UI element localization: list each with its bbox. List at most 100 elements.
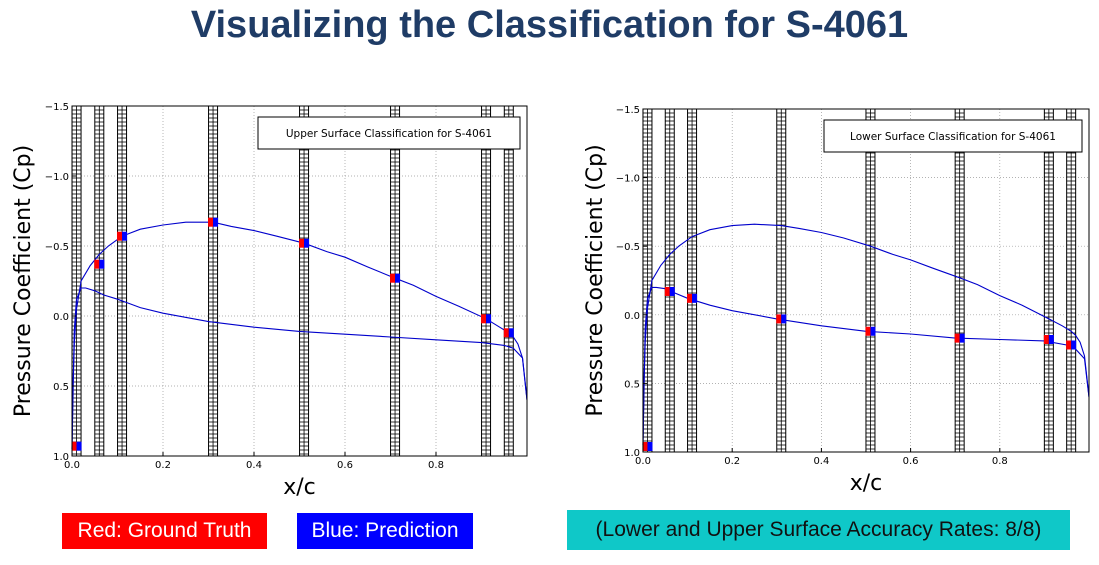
prediction-marker [1071, 340, 1077, 350]
data-point [117, 231, 128, 241]
ground-truth-marker [642, 442, 648, 452]
data-point [1043, 334, 1054, 344]
upper-surface-plot: 0.0 0.2 0.4 0.6 0.8 −1.5 −1.0 −0.5 0.0 0.5 1.0 x/c P… [11, 102, 528, 500]
annotation-text: Lower Surface Classification for S-4061 [850, 131, 1056, 143]
data-point [390, 273, 401, 283]
ground-truth-marker [117, 231, 123, 241]
x-tick-label: 0.2 [724, 456, 740, 467]
data-point [687, 293, 698, 303]
classification-band [776, 108, 787, 453]
y-tick-label: 0.5 [53, 382, 69, 393]
data-point [481, 314, 492, 324]
data-point [664, 286, 675, 296]
x-tick-label: 0.6 [903, 456, 919, 467]
ground-truth-marker [299, 238, 305, 248]
prediction-marker [76, 441, 82, 451]
classification-band [664, 108, 675, 453]
prediction-marker [213, 217, 219, 227]
classification-band [1066, 108, 1077, 453]
prediction-marker [870, 326, 876, 336]
x-axis-label: x/c [850, 471, 883, 496]
y-tick-label: −1.5 [616, 105, 640, 116]
classification-band [1043, 108, 1054, 453]
prediction-marker [1048, 334, 1054, 344]
x-tick-label: 0.8 [992, 456, 1008, 467]
prediction-marker [692, 293, 698, 303]
x-tick-label: 0.8 [428, 460, 444, 471]
data-point [865, 326, 876, 336]
ground-truth-marker [865, 326, 871, 336]
upper-surface-curve [642, 223, 1090, 446]
y-tick-label: 1.0 [624, 448, 640, 459]
y-tick-label: −1.5 [45, 102, 69, 113]
y-tick-label: −0.5 [616, 242, 640, 253]
y-tick-label: 0.0 [624, 311, 640, 322]
ground-truth-marker [503, 328, 509, 338]
classification-band [117, 105, 128, 457]
lower-surface-curve [71, 287, 528, 450]
upper-surface-chart: 0.0 0.2 0.4 0.6 0.8 −1.5 −1.0 −0.5 0.0 0.5 1.0 x/c P… [0, 96, 540, 506]
ground-truth-marker [390, 273, 396, 283]
x-tick-label: 0.0 [64, 460, 80, 471]
classification-band [299, 105, 310, 457]
x-tick-label: 0.4 [813, 456, 829, 467]
data-point [94, 259, 105, 269]
y-tick-label: 0.0 [53, 312, 69, 323]
y-tick-label: 0.5 [624, 379, 640, 390]
ground-truth-marker [776, 314, 782, 324]
accuracy-rate-label: (Lower and Upper Surface Accuracy Rates:… [567, 510, 1070, 550]
ground-truth-marker [94, 259, 100, 269]
x-tick-label: 0.2 [155, 460, 171, 471]
x-tick-label: 0.6 [337, 460, 353, 471]
lower-surface-plot: 0.0 0.2 0.4 0.6 0.8 −1.5 −1.0 −0.5 0.0 0.5 1.0 x/c P… [583, 105, 1090, 496]
data-point [642, 442, 653, 452]
prediction-marker [508, 328, 514, 338]
x-tick-label: 0.4 [246, 460, 262, 471]
x-tick-label: 0.0 [635, 456, 651, 467]
ground-truth-marker [1043, 334, 1049, 344]
classification-band [865, 108, 876, 453]
data-point [954, 333, 965, 343]
ground-truth-marker [208, 217, 214, 227]
annotation-text: Upper Surface Classification for S-4061 [286, 128, 492, 140]
classification-band [954, 108, 965, 453]
data-point [71, 441, 82, 451]
lower-surface-chart: 0.0 0.2 0.4 0.6 0.8 −1.5 −1.0 −0.5 0.0 0.5 1.0 x/c P… [572, 96, 1099, 506]
prediction-marker [99, 259, 105, 269]
axes-frame [71, 105, 528, 457]
upper-surface-curve [71, 221, 528, 450]
data-point [503, 328, 514, 338]
annotation-frame [257, 116, 521, 150]
classification-band [94, 105, 105, 457]
ground-truth-marker [954, 333, 960, 343]
y-tick-label: −1.0 [45, 172, 69, 183]
prediction-marker [781, 314, 787, 324]
annotation-box: Lower Surface Classification for S-4061 [823, 119, 1083, 153]
data-point [1066, 340, 1077, 350]
classification-band [208, 105, 219, 457]
annotation-box: Upper Surface Classification for S-4061 [257, 116, 521, 150]
prediction-legend: Blue: Prediction [297, 513, 473, 549]
prediction-marker [486, 314, 492, 324]
prediction-marker [959, 333, 965, 343]
y-tick-label: −1.0 [616, 174, 640, 185]
y-axis-label: Pressure Coefficient (Cp) [11, 145, 36, 417]
prediction-marker [122, 231, 128, 241]
ground-truth-legend: Red: Ground Truth [62, 513, 267, 549]
ground-truth-marker [481, 314, 487, 324]
page-title: Visualizing the Classification for S-406… [190, 4, 909, 46]
prediction-marker [304, 238, 310, 248]
ground-truth-marker [1066, 340, 1072, 350]
data-point [776, 314, 787, 324]
data-point [299, 238, 310, 248]
annotation-frame [823, 119, 1083, 153]
prediction-marker [395, 273, 401, 283]
y-axis-label: Pressure Coefficient (Cp) [583, 144, 608, 416]
ground-truth-marker [687, 293, 693, 303]
prediction-marker [647, 442, 653, 452]
prediction-marker [669, 286, 675, 296]
classification-band [687, 108, 698, 453]
ground-truth-marker [71, 441, 77, 451]
ground-truth-marker [664, 286, 670, 296]
y-tick-label: −0.5 [45, 242, 69, 253]
